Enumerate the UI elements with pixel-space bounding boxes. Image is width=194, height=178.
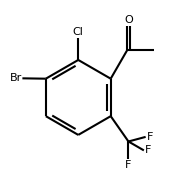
Text: O: O bbox=[124, 15, 133, 25]
Text: F: F bbox=[145, 145, 151, 155]
Text: Br: Br bbox=[9, 73, 22, 83]
Text: F: F bbox=[147, 132, 153, 142]
Text: F: F bbox=[125, 160, 132, 170]
Text: Cl: Cl bbox=[73, 27, 84, 38]
